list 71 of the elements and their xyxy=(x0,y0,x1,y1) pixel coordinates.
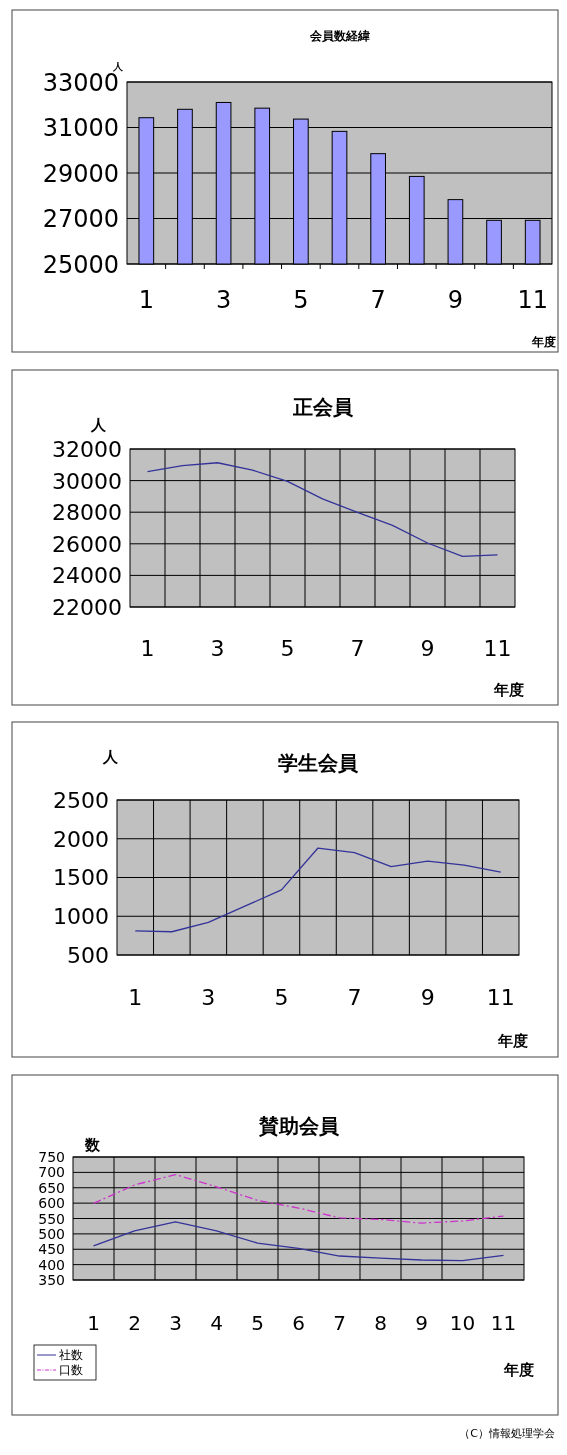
y-axis-title: 人 xyxy=(101,748,119,766)
x-tick-label: 5 xyxy=(280,636,295,661)
x-tick-label: 3 xyxy=(210,636,225,661)
x-axis-title: 年度 xyxy=(531,335,556,349)
text: （C）情報処理学会 xyxy=(459,1427,555,1440)
y-axis-title: 数 xyxy=(83,1136,101,1154)
x-tick-label: 5 xyxy=(251,1311,264,1335)
y-tick-label: 29000 xyxy=(42,159,119,188)
x-tick-label: 1 xyxy=(87,1311,100,1335)
x-tick-label: 11 xyxy=(490,1311,517,1335)
legend-label: 口数 xyxy=(59,1363,83,1377)
x-tick-label: 5 xyxy=(274,985,289,1010)
x-tick-label: 3 xyxy=(201,985,216,1010)
x-tick-label: 7 xyxy=(333,1311,346,1335)
chart-title: 学生会員 xyxy=(278,751,359,775)
x-tick-label: 1 xyxy=(128,985,143,1010)
y-tick-label: 30000 xyxy=(52,468,122,494)
chart-title: 会員数経緯 xyxy=(308,29,370,43)
line-series xyxy=(146,462,499,557)
y-tick-label: 450 xyxy=(38,1241,65,1258)
x-tick-label: 11 xyxy=(486,985,515,1010)
y-tick-label: 2000 xyxy=(53,826,109,852)
y-tick-label: 1500 xyxy=(53,865,109,891)
x-tick-label: 4 xyxy=(210,1311,223,1335)
chart-title: 正会員 xyxy=(291,395,354,419)
y-tick-label: 650 xyxy=(38,1179,65,1196)
y-tick-label: 1000 xyxy=(53,904,109,930)
line-series xyxy=(92,1221,505,1262)
y-tick-label: 22000 xyxy=(52,594,122,620)
y-tick-label: 600 xyxy=(38,1195,65,1212)
y-axis-title: 人 xyxy=(89,416,107,434)
x-axis-title: 年度 xyxy=(503,1361,534,1379)
x-tick-label: 11 xyxy=(483,636,512,661)
x-tick-label: 9 xyxy=(420,985,435,1010)
y-tick-label: 24000 xyxy=(52,563,122,589)
y-tick-label: 27000 xyxy=(42,205,119,234)
y-tick-label: 750 xyxy=(38,1149,65,1166)
y-tick-label: 32000 xyxy=(52,436,122,462)
legend-label: 社数 xyxy=(59,1348,83,1362)
y-tick-label: 550 xyxy=(38,1210,65,1227)
x-tick-label: 2 xyxy=(128,1311,141,1335)
x-axis-title: 年度 xyxy=(493,681,524,699)
y-tick-label: 500 xyxy=(38,1225,65,1242)
x-tick-label: 9 xyxy=(420,636,435,661)
x-tick-label: 8 xyxy=(374,1311,387,1335)
y-tick-label: 350 xyxy=(38,1272,65,1289)
x-axis-title: 年度 xyxy=(497,1032,528,1050)
y-tick-label: 28000 xyxy=(52,500,122,526)
line-series xyxy=(134,847,502,933)
chart-title: 賛助会員 xyxy=(257,1114,340,1138)
x-tick-label: 11 xyxy=(517,286,548,314)
x-tick-label: 7 xyxy=(347,985,362,1010)
x-tick-label: 9 xyxy=(415,1311,428,1335)
y-tick-label: 700 xyxy=(38,1164,65,1181)
x-tick-label: 1 xyxy=(140,636,155,661)
x-tick-label: 3 xyxy=(215,286,232,314)
x-tick-label: 7 xyxy=(370,286,386,314)
x-tick-label: 5 xyxy=(293,286,309,314)
x-tick-label: 1 xyxy=(138,286,154,314)
y-tick-label: 500 xyxy=(67,942,109,968)
x-tick-label: 3 xyxy=(169,1311,182,1335)
x-tick-label: 6 xyxy=(292,1311,305,1335)
y-tick-label: 2500 xyxy=(53,787,109,813)
y-tick-label: 31000 xyxy=(42,114,119,143)
y-tick-label: 25000 xyxy=(42,250,119,279)
x-tick-label: 7 xyxy=(350,636,365,661)
y-tick-label: 400 xyxy=(38,1256,65,1273)
x-tick-label: 10 xyxy=(449,1311,476,1335)
line-series xyxy=(92,1173,505,1224)
y-tick-label: 26000 xyxy=(52,531,122,557)
x-tick-label: 9 xyxy=(447,286,464,314)
